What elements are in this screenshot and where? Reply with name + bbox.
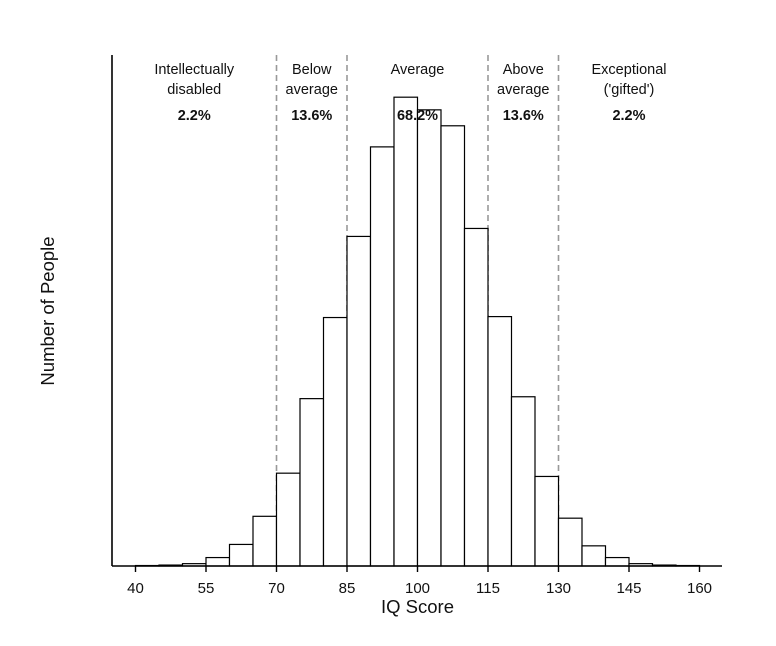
region-label-2: Average 68.2%: [391, 62, 445, 124]
region-percent: 2.2%: [178, 108, 211, 124]
bar-120-125: [510, 396, 536, 567]
region-name-line: Exceptional: [592, 62, 667, 78]
bar-125-130: [534, 475, 560, 567]
region-label-4: Exceptional ('gifted') 2.2%: [592, 62, 667, 124]
histogram-bars: [134, 96, 701, 567]
bar-135-140: [581, 545, 607, 567]
x-tick-label-145: 145: [616, 580, 641, 597]
x-tick-label-85: 85: [339, 580, 356, 597]
region-name-line: Average: [391, 62, 445, 78]
region-name-line: average: [497, 82, 549, 98]
x-tick-label-130: 130: [546, 580, 571, 597]
region-name-line: Below: [292, 62, 332, 78]
x-tick-label-40: 40: [127, 580, 144, 597]
x-tick-label-115: 115: [476, 580, 500, 597]
x-tick-label-55: 55: [198, 580, 215, 597]
bar-95-100: [393, 96, 419, 567]
region-name-line: Intellectually: [154, 62, 235, 78]
y-axis-title: Number of People: [37, 236, 58, 385]
bar-75-80: [299, 398, 325, 567]
bar-100-105: [416, 109, 442, 567]
bar-80-85: [322, 316, 348, 567]
bar-55-60: [205, 556, 231, 567]
bar-130-135: [557, 517, 583, 567]
bar-140-145: [604, 556, 630, 567]
bar-70-75: [275, 472, 301, 567]
region-name-line: ('gifted'): [604, 82, 655, 98]
region-label-1: Below average 13.6%: [286, 62, 338, 124]
region-name-line: Above: [503, 62, 544, 78]
x-axis-title: IQ Score: [381, 596, 454, 617]
region-labels: Intellectually disabled 2.2% Below average 13…: [154, 62, 666, 124]
region-percent: 68.2%: [397, 108, 438, 124]
x-tick-labels: 40 55 70 85 100 115 130 145 160: [127, 566, 712, 597]
region-label-0: Intellectually disabled 2.2%: [154, 62, 235, 124]
bar-90-95: [369, 146, 395, 567]
region-percent: 13.6%: [291, 108, 332, 124]
x-tick-label-70: 70: [268, 580, 285, 597]
x-tick-label-100: 100: [405, 580, 430, 597]
region-name-line: disabled: [167, 82, 221, 98]
bar-65-70: [252, 515, 278, 567]
bar-115-120: [487, 315, 513, 567]
bar-60-65: [228, 543, 254, 567]
bar-105-110: [440, 125, 466, 567]
bar-110-115: [463, 227, 489, 567]
region-name-line: average: [286, 82, 338, 98]
region-percent: 2.2%: [612, 108, 645, 124]
bar-85-90: [346, 235, 372, 567]
x-tick-label-160: 160: [687, 580, 712, 597]
region-label-3: Above average 13.6%: [497, 62, 549, 124]
region-percent: 13.6%: [503, 108, 544, 124]
